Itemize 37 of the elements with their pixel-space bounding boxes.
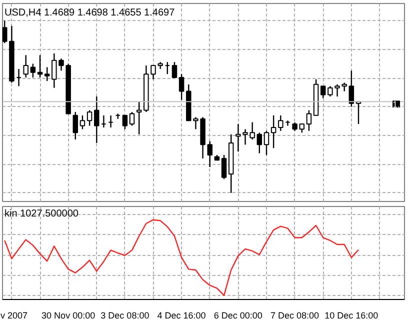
x-tick-label: 30 Nov 00:00 [42, 310, 96, 320]
x-tick-label: 10 Dec 16:00 [324, 310, 378, 320]
candlestick [86, 110, 92, 126]
candlestick [30, 63, 36, 78]
x-tick-label: 7 Dec 08:00 [270, 310, 320, 320]
chart-title: kin 1027.500000 [4, 208, 79, 220]
chart-title: USD,H4 1.4689 1.4698 1.4655 1.4697 [4, 8, 176, 18]
candlestick [306, 110, 312, 132]
x-tick-label: 3 Dec 08:00 [100, 310, 150, 320]
candlestick [80, 114, 86, 130]
candlestick [278, 114, 284, 132]
candlestick [136, 101, 142, 135]
candlestick [2, 20, 8, 44]
candlestick [44, 66, 50, 82]
candlestick [23, 54, 28, 78]
candlestick [37, 54, 43, 78]
candlestick [334, 84, 340, 98]
candlestick [94, 96, 100, 144]
ref-line-label: 1. [392, 100, 400, 110]
candlestick [236, 123, 241, 152]
candlestick [150, 64, 156, 80]
candlestick [172, 61, 178, 78]
candlestick [328, 86, 333, 98]
candlestick [320, 86, 326, 99]
candlestick [256, 132, 262, 154]
candlestick [270, 114, 276, 149]
x-tick-label: v 2007 [0, 310, 28, 320]
candlestick [72, 111, 78, 140]
candlestick [122, 114, 128, 130]
candlestick [348, 70, 354, 108]
x-tick-label: 6 Dec 00:00 [214, 310, 262, 320]
candlestick [129, 111, 135, 126]
candlestick [342, 82, 347, 92]
candlestick [178, 73, 184, 101]
candlestick [264, 130, 270, 156]
x-tick-label: 4 Dec 16:00 [157, 310, 206, 320]
candlestick [221, 154, 227, 180]
